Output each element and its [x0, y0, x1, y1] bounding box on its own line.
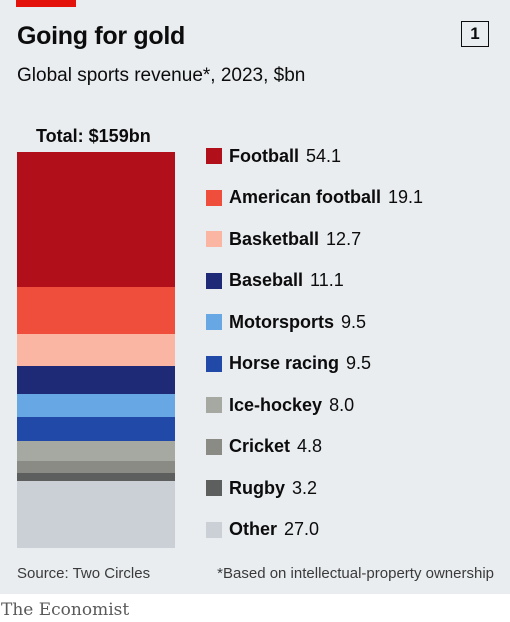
brand-accent-bar	[16, 0, 76, 7]
chart-subtitle: Global sports revenue*, 2023, $bn	[17, 65, 306, 86]
legend-swatch	[206, 480, 222, 496]
legend-label: Other	[229, 519, 278, 539]
legend-swatch	[206, 148, 222, 164]
legend-swatch	[206, 438, 222, 455]
legend-label: Rugby	[229, 477, 285, 498]
legend-label: Motorsports	[229, 311, 334, 332]
legend-swatch	[206, 272, 222, 289]
legend-swatch	[206, 397, 222, 413]
legend-swatch	[206, 189, 222, 206]
bar-segment-motorsports	[17, 393, 175, 418]
total-label: Total: $159bn	[36, 126, 151, 146]
bar-segment-cricket	[17, 460, 175, 474]
bar-segment-ice-hockey	[17, 440, 175, 462]
data-label: 8.0	[329, 394, 355, 415]
footnote: *Based on intellectual-property ownershi…	[217, 565, 494, 582]
bar-segment-basketball	[17, 334, 175, 367]
bar-segment-football	[17, 152, 175, 288]
legend-item-american-football: American football 19.1	[206, 183, 423, 213]
legend-label: Ice-hockey	[229, 394, 323, 415]
chart-number-badge: 1	[461, 21, 489, 47]
legend-swatch	[206, 355, 222, 372]
legend-item-ice-hockey: Ice-hockey 8.0	[206, 390, 354, 420]
legend-label: American football	[229, 187, 382, 207]
bar-segment-horse-racing	[17, 417, 175, 442]
stacked-bar	[17, 152, 175, 549]
legend-swatch	[206, 231, 222, 247]
chart-title: Going for gold	[17, 22, 185, 50]
legend-item-baseball: Baseball 11.1	[206, 266, 344, 296]
data-label: 27.0	[284, 519, 320, 539]
legend-item-rugby: Rugby 3.2	[206, 473, 317, 503]
bar-segment-baseball	[17, 365, 175, 394]
legend-swatch	[206, 314, 222, 330]
legend-label: Basketball	[229, 228, 320, 249]
source-note: Source: Two Circles	[17, 565, 151, 582]
brand-wordmark: The Economist	[1, 600, 130, 620]
data-label: 3.2	[292, 477, 318, 498]
data-label: 19.1	[388, 187, 424, 207]
legend-label: Football	[229, 145, 299, 166]
bar-segment-rugby	[17, 472, 175, 482]
legend-item-basketball: Basketball 12.7	[206, 224, 361, 254]
data-label: 9.5	[341, 311, 367, 332]
data-label: 11.1	[310, 270, 344, 290]
legend-item-football: Football 54.1	[206, 141, 341, 171]
data-label: 54.1	[306, 145, 342, 166]
legend-item-horse-racing: Horse racing 9.5	[206, 349, 371, 379]
legend-label: Cricket	[229, 436, 291, 456]
legend-item-cricket: Cricket 4.8	[206, 432, 322, 462]
legend-item-other: Other 27.0	[206, 515, 319, 545]
legend-swatch	[206, 521, 222, 538]
legend-item-motorsports: Motorsports 9.5	[206, 307, 366, 337]
bar-segment-other	[17, 480, 175, 549]
data-label: 4.8	[297, 436, 323, 456]
data-label: 12.7	[326, 228, 362, 249]
legend-label: Baseball	[229, 270, 304, 290]
legend-label: Horse racing	[229, 353, 340, 373]
bar-segment-american-football	[17, 286, 175, 335]
chart-panel: Going for gold 1 Global sports revenue*,…	[0, 0, 510, 594]
data-label: 9.5	[346, 353, 372, 373]
